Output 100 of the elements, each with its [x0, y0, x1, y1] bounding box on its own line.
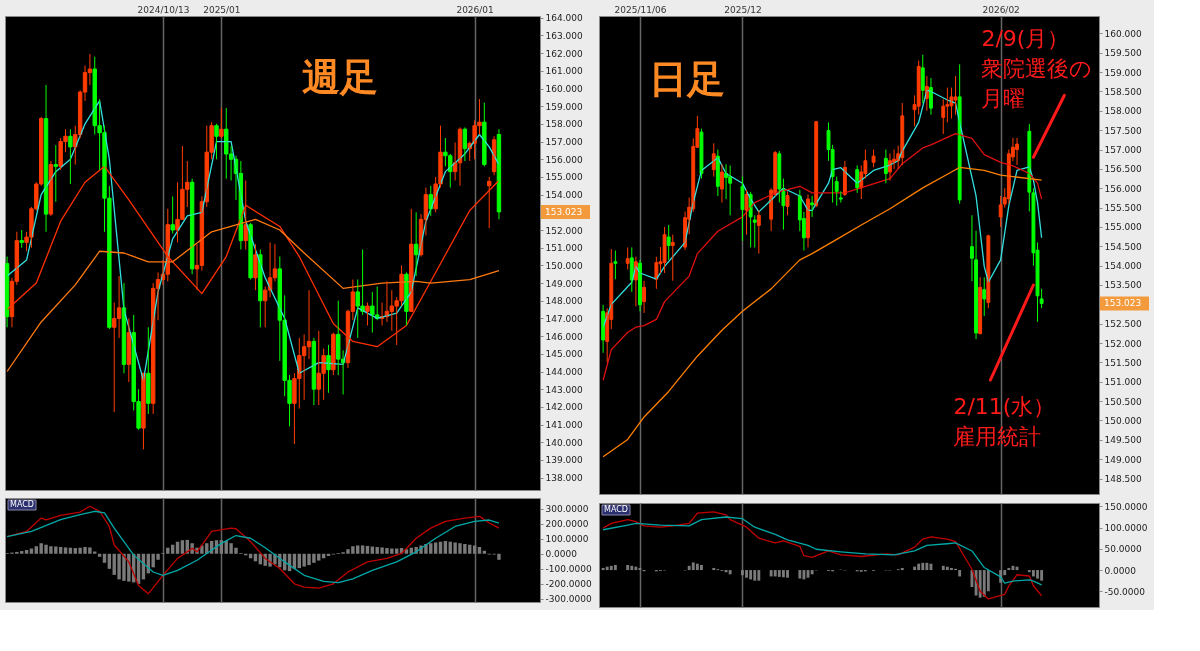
candlestick — [662, 226, 667, 274]
y-tick-label: 158.500 — [1104, 86, 1142, 97]
bar — [180, 540, 185, 554]
x-tick-label: 2024/10/13 — [137, 4, 190, 15]
y-tick-label: 158.000 — [545, 119, 583, 130]
y-tick-label: 162.000 — [545, 48, 583, 59]
y-tick-label: 147.000 — [545, 313, 583, 324]
line-series — [602, 516, 1043, 586]
candlestick — [365, 302, 370, 327]
bar — [741, 570, 744, 576]
y-tick-label: 150.000 — [545, 260, 583, 271]
annotation: 2/9(月） — [981, 26, 1070, 52]
bar — [978, 570, 982, 598]
bar — [913, 566, 917, 571]
x-tick-label: 2025/01 — [203, 4, 241, 15]
y-tick-label: 157.000 — [545, 137, 583, 148]
y-tick-label: 164.000 — [545, 13, 583, 24]
y-tick-label: 140.000 — [545, 437, 583, 448]
y-tick-label: 148.500 — [1104, 474, 1142, 485]
y-tick-label: 159.500 — [1104, 48, 1142, 59]
y-tick-label: 163.000 — [545, 30, 583, 41]
bar — [394, 548, 399, 554]
y-tick-label: 156.000 — [545, 154, 583, 165]
y-tick-label: 159.000 — [1104, 67, 1142, 78]
bar — [605, 566, 609, 571]
y-tick-label: 141.000 — [545, 420, 583, 431]
bar — [626, 564, 630, 571]
bar — [945, 566, 949, 571]
bar — [900, 567, 904, 571]
bar — [404, 549, 409, 554]
y-tick-label: -50.0000 — [1104, 586, 1146, 597]
text: 153.023 — [545, 206, 583, 217]
y-tick-label: 146.000 — [545, 331, 583, 342]
text: 153.023 — [1104, 298, 1142, 309]
bar — [613, 564, 617, 571]
bar — [917, 563, 921, 571]
chart-title: MACD — [604, 505, 628, 514]
bar — [482, 550, 487, 554]
bar — [472, 545, 477, 554]
bar — [29, 548, 34, 554]
y-tick-label: 155.500 — [1104, 203, 1142, 214]
bar — [1027, 570, 1031, 573]
bar — [63, 547, 68, 554]
y-tick-label: 155.000 — [1104, 222, 1142, 233]
candlestick — [170, 195, 175, 235]
line-series — [602, 511, 1043, 600]
text: 週足 — [302, 55, 378, 99]
bar — [433, 542, 438, 554]
y-tick-label: -200.0000 — [545, 579, 592, 590]
bar — [19, 551, 24, 554]
y-tick-label: 160.000 — [1104, 28, 1142, 39]
bar — [786, 570, 789, 578]
text: 日足 — [649, 57, 725, 101]
y-tick-label: 150.000 — [1104, 415, 1142, 426]
y-tick-label: 143.000 — [545, 384, 583, 395]
bar — [24, 550, 29, 554]
bar — [777, 570, 781, 577]
bar — [769, 570, 773, 577]
bar — [941, 565, 945, 571]
y-tick-label: 149.500 — [1104, 435, 1142, 446]
annotation: 2/11(水） — [953, 394, 1056, 419]
candlestick — [744, 189, 749, 236]
bar — [712, 567, 716, 571]
y-tick-label: 0.0000 — [545, 549, 578, 560]
bar — [798, 570, 802, 579]
candlestick — [219, 107, 224, 139]
y-tick-label: 200.0000 — [545, 519, 589, 530]
y-tick-label: -300.0000 — [545, 594, 592, 605]
y-tick-label: 145.000 — [545, 349, 583, 360]
y-tick-label: 157.000 — [1104, 145, 1142, 156]
y-tick-label: 154.000 — [1104, 261, 1142, 272]
candlestick — [19, 229, 24, 249]
bar — [609, 565, 613, 571]
bar — [634, 566, 638, 571]
y-tick-label: 156.500 — [1104, 164, 1142, 175]
y-tick-label: 151.000 — [1104, 377, 1142, 388]
bar — [781, 570, 785, 578]
y-tick-label: 139.000 — [545, 455, 583, 466]
bar — [1007, 567, 1011, 571]
bar — [950, 567, 953, 571]
y-tick-label: 155.000 — [545, 172, 583, 183]
line-series — [6, 100, 500, 381]
y-tick-label: 149.000 — [545, 278, 583, 289]
y-tick-label: 138.000 — [545, 473, 583, 484]
bar — [745, 570, 748, 578]
bar — [773, 570, 777, 577]
y-tick-label: 156.000 — [1104, 183, 1142, 194]
x-tick-label: 2026/02 — [982, 4, 1020, 15]
bar — [700, 564, 703, 571]
line-series — [602, 166, 1043, 458]
bar — [921, 562, 925, 571]
candlestick — [613, 250, 618, 280]
bar — [749, 570, 753, 580]
y-tick-label: 100.0000 — [545, 534, 589, 545]
candlestick — [699, 128, 704, 180]
y-tick-label: 157.500 — [1104, 125, 1142, 136]
bar — [58, 546, 63, 554]
y-tick-label: 158.000 — [1104, 106, 1142, 117]
bar — [753, 570, 757, 581]
bar — [695, 563, 699, 571]
